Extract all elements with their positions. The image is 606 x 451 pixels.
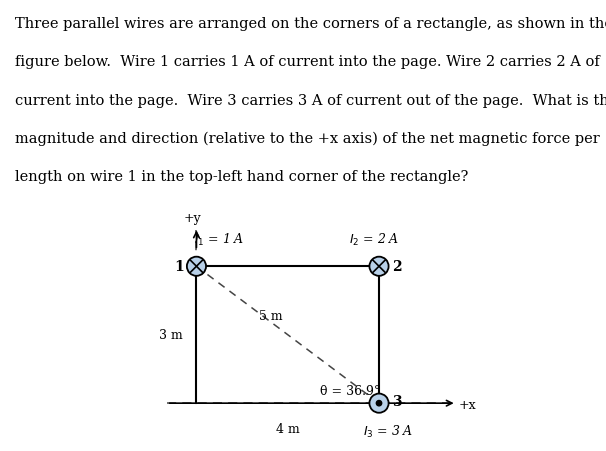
Text: 1: 1 [175, 260, 184, 274]
Text: $I_3$ = 3 A: $I_3$ = 3 A [363, 423, 413, 439]
Text: $I_2$ = 2 A: $I_2$ = 2 A [349, 231, 400, 247]
Text: 3: 3 [392, 394, 402, 408]
Text: θ = 36.9°: θ = 36.9° [320, 384, 380, 397]
Text: 2: 2 [392, 260, 402, 274]
Text: 4 m: 4 m [276, 423, 299, 435]
Text: length on wire 1 in the top-left hand corner of the rectangle?: length on wire 1 in the top-left hand co… [15, 170, 468, 184]
Text: current into the page.  Wire 3 carries 3 A of current out of the page.  What is : current into the page. Wire 3 carries 3 … [15, 93, 606, 107]
Text: figure below.  Wire 1 carries 1 A of current into the page. Wire 2 carries 2 A o: figure below. Wire 1 carries 1 A of curr… [15, 55, 600, 69]
Text: $I_1$ = 1 A: $I_1$ = 1 A [194, 231, 244, 247]
Text: Three parallel wires are arranged on the corners of a rectangle, as shown in the: Three parallel wires are arranged on the… [15, 17, 606, 31]
Text: 5 m: 5 m [259, 309, 282, 322]
Text: magnitude and direction (relative to the +x axis) of the net magnetic force per: magnitude and direction (relative to the… [15, 132, 600, 146]
Circle shape [370, 257, 388, 276]
Circle shape [187, 257, 206, 276]
Text: +y: +y [184, 212, 202, 224]
Text: +x: +x [459, 399, 476, 412]
Text: 3 m: 3 m [159, 328, 183, 341]
Circle shape [376, 400, 382, 406]
Circle shape [370, 394, 388, 413]
